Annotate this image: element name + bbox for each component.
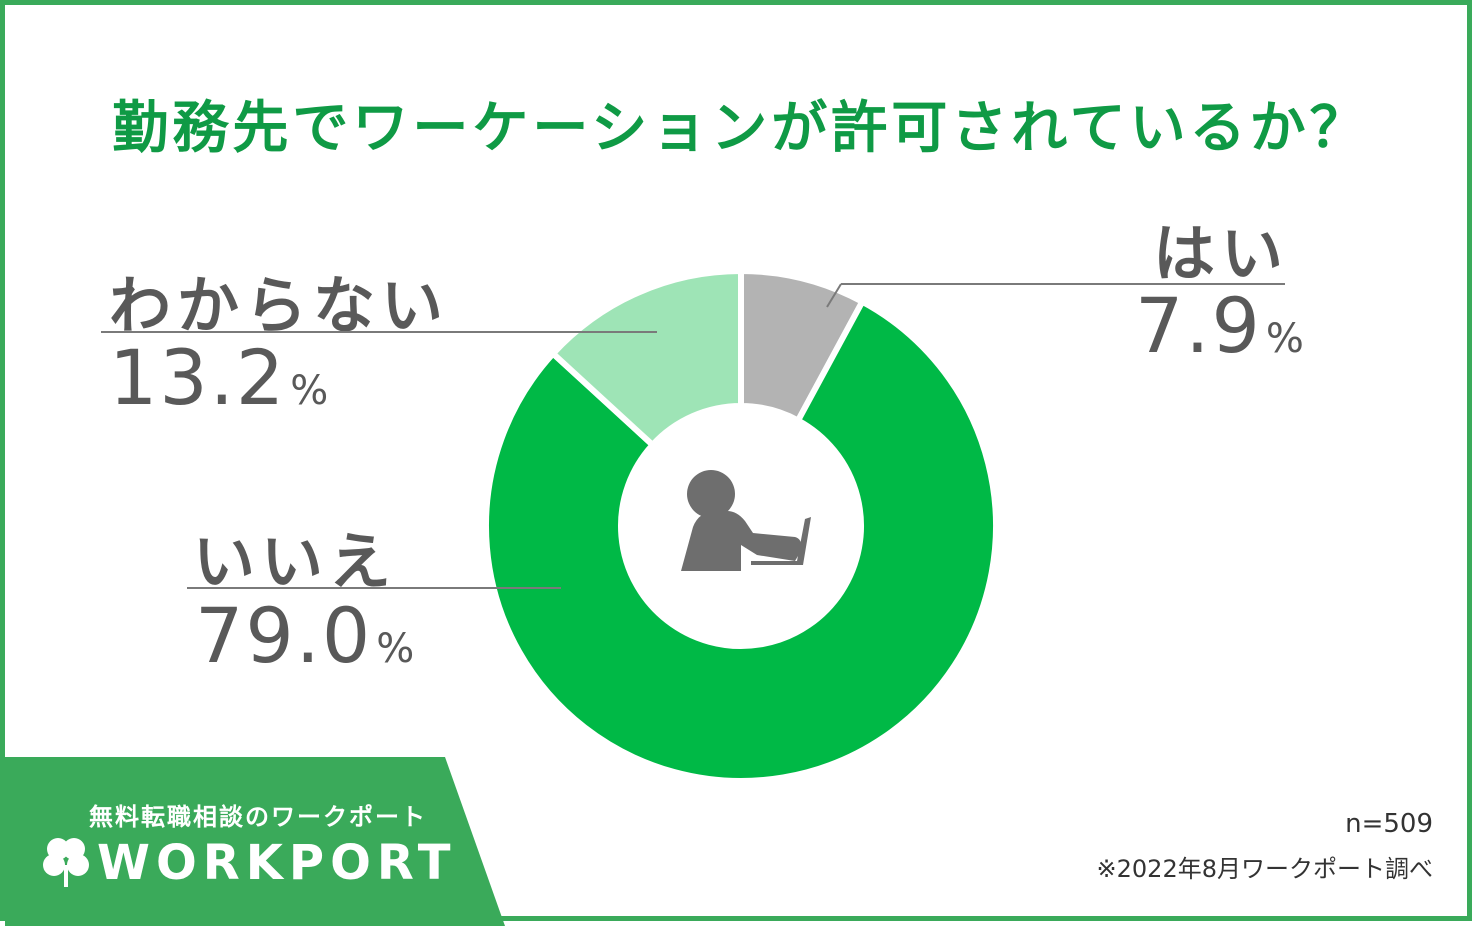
label-yes-number: 7.9 (1135, 281, 1262, 370)
label-unknown-name: わからない (109, 269, 450, 342)
donut-chart (483, 267, 999, 784)
donut-slice-unknown (548, 267, 744, 450)
person-at-laptop-icon (681, 470, 811, 571)
clover-icon (43, 838, 89, 887)
brand-badge (5, 757, 505, 926)
brand-logo-text: WORKPORT (97, 835, 457, 891)
label-unknown-value: 13.2% (109, 333, 330, 422)
label-no-number: 79.0 (195, 591, 373, 680)
label-no-unit: % (376, 626, 417, 672)
leader-lines (826, 283, 842, 308)
source-note: ※2022年8月ワークポート調べ (1096, 855, 1433, 883)
label-rule-yes (841, 283, 1285, 285)
label-no-name: いいえ (193, 525, 398, 598)
label-yes-value: 7.9% (1135, 281, 1306, 370)
label-yes-unit: % (1265, 316, 1306, 362)
label-no-value: 79.0% (195, 591, 416, 680)
label-unknown-unit: % (290, 368, 331, 414)
chart-title: 勤務先でワーケーションが許可されているか？ (112, 96, 1370, 161)
label-rule-unknown (101, 331, 657, 333)
label-yes-name: はい (1153, 217, 1290, 290)
sample-size-note: n=509 (1345, 809, 1433, 839)
donut-slice-no (483, 297, 999, 784)
label-rule-no (187, 587, 561, 589)
label-unknown-number: 13.2 (109, 333, 287, 422)
brand-tagline: 無料転職相談のワークポート (89, 803, 427, 831)
